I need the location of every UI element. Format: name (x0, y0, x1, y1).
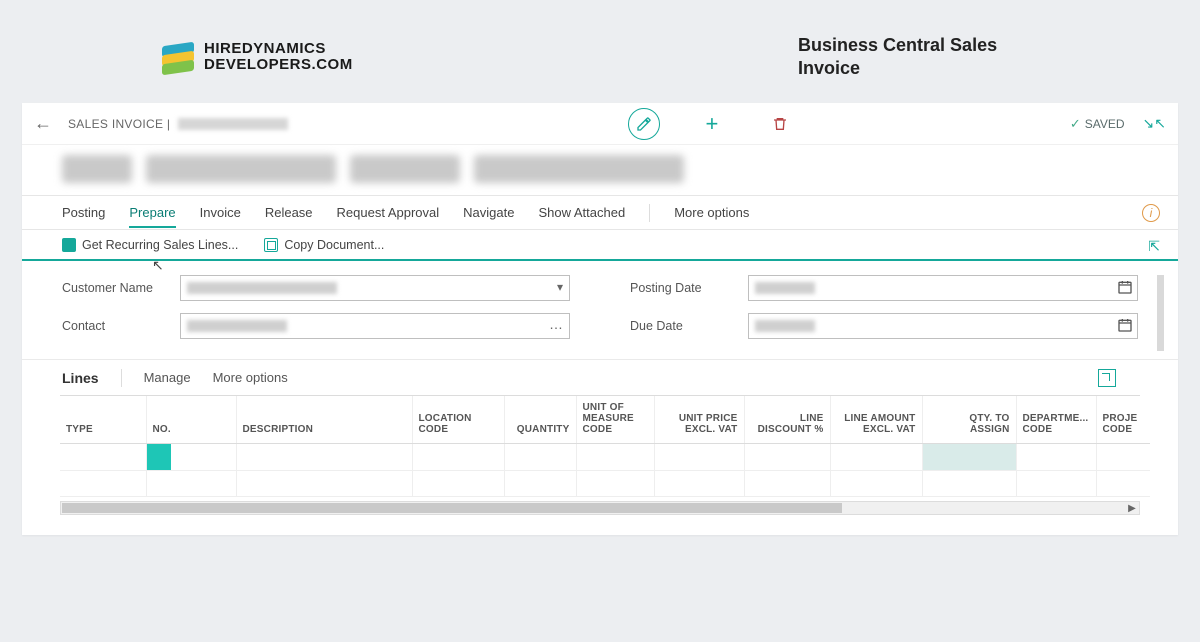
lines-grid[interactable]: TYPENO.DESCRIPTIONLOCATION CODEQUANTITYU… (60, 395, 1140, 497)
app-window: ← SALES INVOICE | + ✓SAVED ↘↖ (22, 103, 1178, 535)
column-header-type[interactable]: TYPE (60, 396, 146, 444)
lookup-ellipsis-icon[interactable]: … (549, 316, 563, 332)
nav-posting[interactable]: Posting (62, 199, 105, 226)
saved-status: ✓SAVED (1070, 116, 1125, 132)
due-date-field[interactable] (748, 313, 1138, 339)
page-header: ← SALES INVOICE | + ✓SAVED ↘↖ (22, 103, 1178, 145)
get-recurring-sales-lines-button[interactable]: Get Recurring Sales Lines... (62, 238, 238, 252)
lines-title: Lines (62, 370, 99, 386)
due-date-label: Due Date (630, 319, 748, 333)
logo-mark-icon (162, 41, 194, 73)
brand-logo: HIREDYNAMICS DEVELOPERS.COM (162, 41, 353, 73)
nav-navigate[interactable]: Navigate (463, 199, 514, 226)
posting-date-label: Posting Date (630, 281, 748, 295)
banner-title: Business Central Sales Invoice (798, 34, 1058, 79)
nav-prepare[interactable]: Prepare (129, 199, 175, 228)
chevron-down-icon: ▾ (557, 280, 563, 294)
lines-manage-button[interactable]: Manage (144, 370, 191, 385)
column-header-no[interactable]: NO. (146, 396, 236, 444)
breadcrumb: SALES INVOICE | (68, 117, 288, 131)
maximize-icon[interactable] (1098, 369, 1116, 387)
action-nav: Posting Prepare Invoice Release Request … (22, 195, 1178, 229)
column-header-amt[interactable]: LINE AMOUNT EXCL. VAT (830, 396, 922, 444)
delete-icon[interactable] (764, 108, 796, 140)
column-header-dept[interactable]: DEPARTME... CODE (1016, 396, 1096, 444)
top-banner: HIREDYNAMICS DEVELOPERS.COM Business Cen… (12, 12, 1188, 103)
nav-show-attached[interactable]: Show Attached (538, 199, 625, 226)
new-icon[interactable]: + (696, 108, 728, 140)
back-arrow-icon[interactable]: ← (34, 113, 54, 134)
edit-icon[interactable] (628, 108, 660, 140)
horizontal-scrollbar[interactable]: ◀ ▶ (60, 501, 1140, 515)
contact-field[interactable]: … (180, 313, 570, 339)
record-title-blurred (22, 145, 1178, 195)
customer-name-field[interactable]: ▾ (180, 275, 570, 301)
logo-text-bottom: DEVELOPERS.COM (204, 57, 353, 73)
column-header-price[interactable]: UNIT PRICE EXCL. VAT (654, 396, 744, 444)
nav-separator (649, 204, 650, 222)
calendar-icon[interactable] (1117, 279, 1133, 295)
info-icon[interactable]: i (1142, 204, 1160, 222)
table-row[interactable] (60, 444, 1150, 471)
nav-release[interactable]: Release (265, 199, 313, 226)
lines-separator (121, 369, 122, 387)
posting-date-field[interactable] (748, 275, 1138, 301)
row-selector-highlight[interactable] (147, 444, 171, 470)
general-form: Customer Name ▾ Contact … Posting Da (22, 261, 1178, 359)
lines-section-header: Lines Manage More options (22, 359, 1178, 395)
column-header-desc[interactable]: DESCRIPTION (236, 396, 412, 444)
column-header-disc[interactable]: LINE DISCOUNT % (744, 396, 830, 444)
contact-label: Contact (62, 319, 180, 333)
breadcrumb-value-blurred (178, 118, 288, 130)
column-header-uom[interactable]: UNIT OF MEASURE CODE (576, 396, 654, 444)
logo-text-top: HIREDYNAMICS (204, 41, 353, 57)
nav-more-options[interactable]: More options (674, 199, 749, 226)
recurring-lines-icon (62, 238, 76, 252)
collapse-icon[interactable]: ↘↖ (1143, 115, 1166, 132)
column-header-proj[interactable]: PROJE CODE (1096, 396, 1150, 444)
calendar-icon[interactable] (1117, 317, 1133, 333)
nav-request-approval[interactable]: Request Approval (337, 199, 440, 226)
table-row[interactable] (60, 471, 1150, 497)
copy-document-button[interactable]: Copy Document... (264, 238, 384, 252)
sub-action-bar: Get Recurring Sales Lines... Copy Docume… (22, 229, 1178, 261)
scrollbar-thumb[interactable] (62, 503, 842, 513)
column-header-qta[interactable]: QTY. TO ASSIGN (922, 396, 1016, 444)
customer-name-label: Customer Name (62, 281, 180, 295)
breadcrumb-label: SALES INVOICE | (68, 117, 170, 131)
pin-icon[interactable]: ⇱ (1148, 238, 1160, 255)
column-header-qty[interactable]: QUANTITY (504, 396, 576, 444)
nav-invoice[interactable]: Invoice (200, 199, 241, 226)
column-header-loc[interactable]: LOCATION CODE (412, 396, 504, 444)
scroll-right-icon[interactable]: ▶ (1125, 502, 1139, 514)
copy-document-icon (264, 238, 278, 252)
lines-more-options-button[interactable]: More options (213, 370, 288, 385)
